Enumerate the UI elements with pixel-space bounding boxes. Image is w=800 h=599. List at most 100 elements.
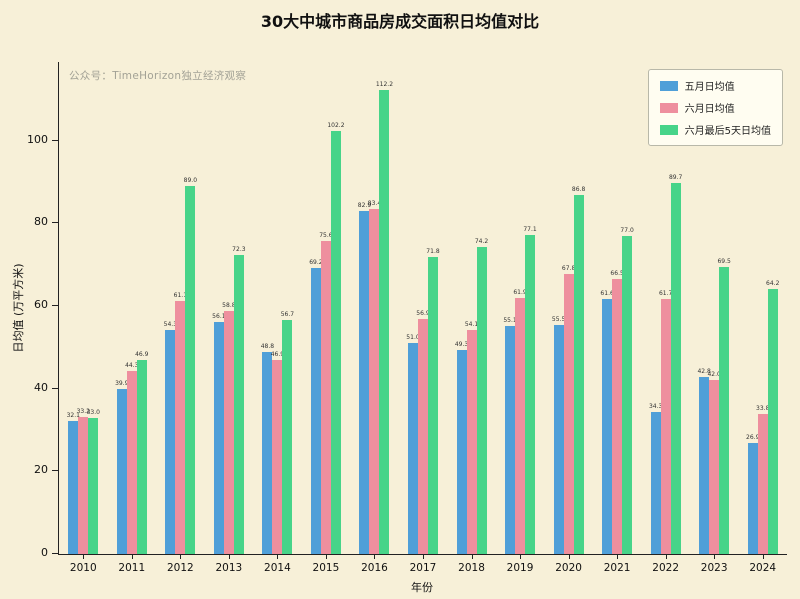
bar-value-label: 71.8	[426, 248, 440, 256]
year-group: 32.1 33.2 33.0 2010	[59, 62, 108, 574]
bar: 46.9	[271, 352, 284, 554]
bar-value-label: 33.0	[86, 408, 100, 416]
bar-value-label: 67.8	[561, 264, 576, 272]
bar: 82.9	[358, 203, 371, 554]
legend-label: 六月日均值	[684, 104, 735, 115]
bar: 72.3	[232, 247, 246, 554]
bar-value-label: 39.9	[115, 380, 129, 388]
bar: 61.1	[174, 293, 187, 554]
bar-value-label: 54.3	[163, 320, 178, 328]
x-tick	[325, 554, 327, 559]
bar-value-label: 55.1	[503, 317, 517, 325]
y-tick-label: 100	[27, 132, 48, 146]
bar: 77.1	[523, 227, 537, 554]
bar: 33.2	[77, 408, 90, 554]
year-group: 54.3 61.1 89.0 2012	[156, 62, 205, 574]
legend-entry: 五月日均值	[659, 78, 771, 93]
bar-value-label: 74.2	[474, 238, 489, 246]
y-tick-label: 0	[41, 546, 48, 559]
bar: 44.3	[125, 362, 138, 554]
bar-value-label: 33.8	[756, 405, 770, 413]
year-group: 48.8 46.9 56.7 2014	[253, 62, 302, 574]
bar-value-label: 61.1	[173, 292, 188, 300]
bar-value-label: 44.3	[125, 361, 139, 369]
plot-area: 公众号：TimeHorizon独立经济观察 0 20 40 60 80 100 32.1 3…	[27, 62, 787, 574]
bar: 66.5	[610, 271, 624, 554]
bar: 49.3	[455, 342, 468, 554]
bar-value-label: 77.1	[523, 226, 537, 234]
bar-value-label: 66.5	[610, 270, 624, 278]
bar: 71.8	[426, 249, 440, 554]
y-tick: 60	[34, 298, 59, 311]
legend-entry: 六月日均值	[659, 100, 771, 115]
bar: 83.4	[368, 201, 381, 554]
bar: 89.7	[669, 175, 682, 554]
bar-value-label: 56.7	[280, 310, 295, 318]
bar: 54.1	[465, 322, 478, 554]
legend-entry: 六月最后5天日均值	[659, 122, 771, 137]
legend-label: 六月最后5天日均值	[684, 126, 771, 137]
bar-value-label: 61.9	[513, 289, 527, 297]
x-tick	[762, 554, 764, 559]
chart-title: 30大中城市商品房成交面积日均值对比	[260, 12, 540, 31]
y-tick: 20	[34, 463, 59, 476]
bar-value-label: 42.0	[707, 371, 721, 379]
bar: 86.8	[572, 187, 585, 554]
x-axis-title: 年份	[411, 581, 433, 594]
x-tick	[180, 554, 182, 559]
y-axis-title: 日均值 (万平方米)	[12, 263, 25, 353]
bar: 77.0	[620, 227, 634, 554]
bar-value-label: 102.2	[327, 122, 345, 130]
x-tick-label: 2024	[749, 562, 777, 574]
legend-swatch	[659, 102, 678, 113]
x-tick-label: 2022	[652, 562, 680, 574]
year-group: 69.2 75.6 102.2 2015	[302, 62, 351, 574]
y-tick-label: 20	[34, 463, 48, 477]
year-group: 49.3 54.1 74.2 2018	[447, 62, 496, 574]
year-group: 42.8 42.0 69.5 2023	[690, 62, 739, 574]
year-group: 39.9 44.3 46.9 2011	[108, 62, 157, 574]
bar: 42.8	[697, 369, 711, 554]
bar: 42.0	[707, 372, 721, 554]
bar-value-label: 69.2	[309, 258, 323, 266]
x-tick-label: 2021	[603, 562, 631, 574]
bar-value-label: 33.2	[76, 407, 90, 415]
bar-value-label: 75.6	[319, 232, 333, 240]
bar: 34.3	[649, 404, 662, 554]
x-tick-label: 2010	[69, 562, 97, 574]
x-tick-label: 2015	[312, 562, 340, 574]
x-tick	[374, 554, 376, 559]
bar: 55.1	[503, 318, 517, 554]
bar: 26.9	[746, 434, 759, 554]
bar-value-label: 49.3	[454, 341, 469, 349]
bar-value-label: 86.8	[571, 186, 586, 194]
bar-value-label: 32.1	[66, 412, 80, 420]
bar: 112.2	[376, 82, 393, 554]
bar: 61.7	[659, 290, 672, 554]
year-group: 34.3 61.7 89.7 2022	[641, 62, 690, 574]
bar: 51.0	[406, 335, 420, 554]
bar-value-label: 77.0	[620, 226, 634, 234]
bar-value-label: 58.8	[222, 301, 236, 309]
bar-value-label: 26.9	[746, 433, 760, 441]
x-tick-label: 2020	[555, 562, 582, 574]
x-tick-label: 2019	[506, 562, 534, 574]
bar: 74.2	[475, 239, 488, 554]
bar-value-label: 46.9	[270, 351, 285, 359]
bar: 56.7	[281, 311, 294, 554]
bar: 61.9	[513, 290, 527, 554]
x-tick	[131, 554, 133, 559]
bar: 67.8	[562, 265, 575, 554]
bar-value-label: 112.2	[375, 81, 394, 89]
bar-value-label: 89.0	[183, 177, 198, 185]
legend-label: 五月日均值	[684, 82, 735, 93]
x-tick-label: 2013	[215, 562, 243, 574]
bar-value-label: 48.8	[260, 343, 275, 351]
bar: 56.9	[416, 310, 430, 554]
bar-value-label: 82.9	[357, 202, 372, 210]
x-tick-label: 2014	[264, 562, 291, 574]
x-tick-label: 2023	[700, 562, 728, 574]
bar: 54.3	[164, 321, 177, 554]
bar-value-label: 51.0	[406, 334, 420, 342]
